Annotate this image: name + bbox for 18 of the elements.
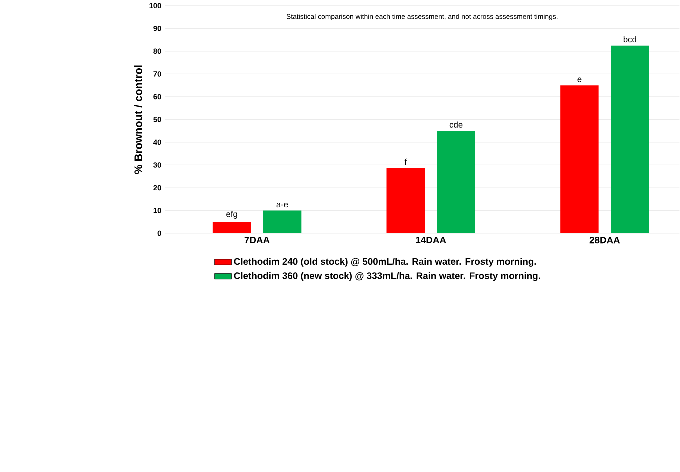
x-tick-label: 7DAA [244, 236, 270, 244]
data-label: efg [226, 210, 238, 219]
x-tick-label: 14DAA [416, 236, 446, 244]
y-axis-title: % Brownout / control [134, 66, 142, 174]
legend-label: Clethodim 240 (old stock) @ 500mL/ha. Rain water. Frosty morning. [234, 258, 536, 267]
data-label: e [578, 78, 582, 82]
data-label: bcd [624, 36, 636, 42]
data-label: f [404, 158, 408, 165]
bar [560, 85, 599, 234]
data-label: cde [450, 122, 463, 128]
data-label: a-e [276, 202, 288, 208]
bar [212, 222, 252, 234]
bar [611, 46, 650, 234]
bar [263, 210, 302, 234]
legend-label: Clethodim 360 (new stock) @ 333mL/ha. Rain water. Frosty morning. [234, 272, 540, 281]
bar [437, 130, 476, 234]
x-tick-label: 28DAA [590, 236, 620, 244]
bar [386, 168, 426, 234]
